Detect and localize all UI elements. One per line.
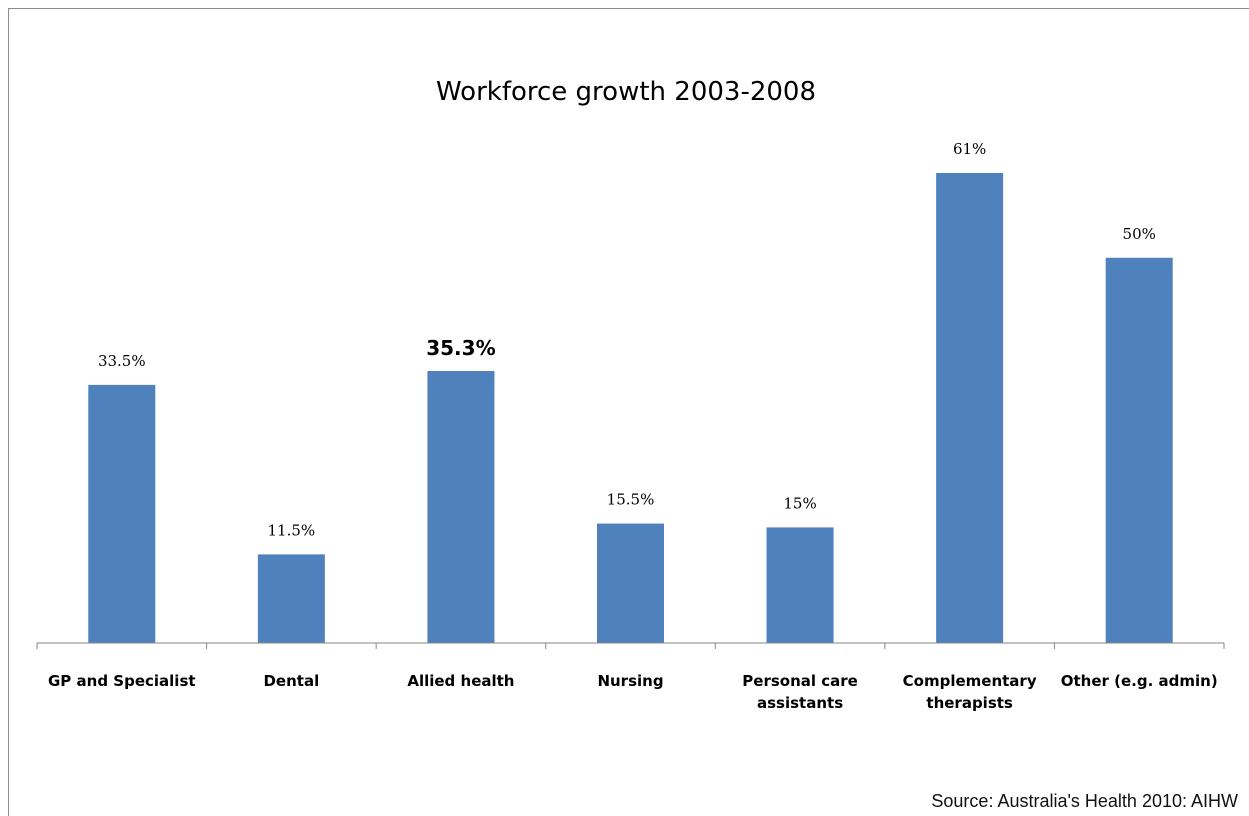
data-label: 15%	[783, 494, 816, 512]
data-label: 11.5%	[268, 521, 316, 539]
x-axis	[36, 642, 1225, 649]
bar	[88, 384, 156, 643]
chart-title: Workforce growth 2003-2008	[436, 77, 816, 107]
data-label: 15.5%	[607, 491, 655, 509]
bar	[427, 371, 495, 643]
data-label: 50%	[1123, 225, 1156, 243]
category-label: Personal care	[742, 672, 858, 690]
category-label: assistants	[757, 694, 843, 712]
category-label: therapists	[926, 694, 1013, 712]
category-label: Nursing	[597, 672, 663, 690]
category-label: Other (e.g. admin)	[1061, 672, 1218, 690]
bar	[766, 527, 834, 643]
bars-group	[88, 173, 1173, 643]
chart-frame	[8, 8, 1249, 816]
data-label: 35.3%	[426, 336, 495, 360]
data-label: 33.5%	[98, 352, 146, 370]
bar	[257, 554, 325, 643]
data-label: 61%	[953, 140, 986, 158]
category-label: Allied health	[407, 672, 514, 690]
bar	[936, 173, 1004, 643]
value-labels-group: 33.5% 11.5% 35.3% 15.5% 15% 61% 50%	[98, 140, 1156, 539]
source-note: Source: Australia's Health 2010: AIHW	[931, 791, 1238, 811]
category-label: GP and Specialist	[48, 672, 196, 690]
category-label: Complementary	[903, 672, 1037, 690]
bar	[597, 523, 664, 643]
category-labels-group: GP and Specialist Dental Allied health Nurs…	[48, 672, 1218, 712]
category-label: Dental	[263, 672, 319, 690]
bar	[1105, 257, 1173, 643]
